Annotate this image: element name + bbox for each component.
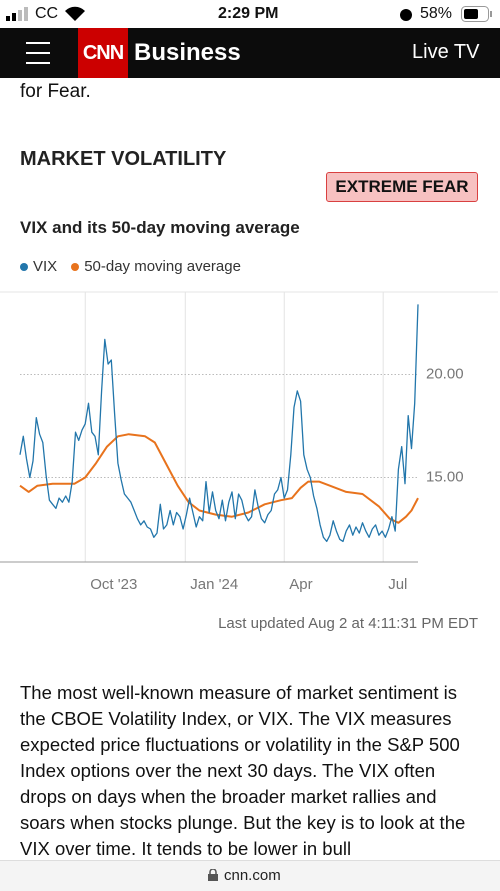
series-line [19, 433, 419, 524]
legend-label: VIX [33, 258, 58, 275]
legend-swatch [20, 262, 28, 271]
live-tv-link[interactable]: Live TV [412, 41, 480, 63]
cnn-logo[interactable]: CNN [78, 28, 128, 78]
url: cnn.com [224, 867, 281, 884]
intro-text: for Fear. [20, 81, 91, 102]
chart: Oct '23 Jan '24 Apr Jul 15.00 20.00 [0, 291, 498, 593]
last-updated: Last updated Aug 2 at 4:11:31 PM EDT [218, 615, 478, 632]
status-bar: CC 2:29 PM 58% [0, 0, 500, 28]
url-bar: cnn.com [0, 860, 500, 891]
fear-badge: EXTREME FEAR [326, 172, 478, 202]
wifi-icon [65, 6, 85, 21]
legend-item[interactable]: 50-day moving average [71, 258, 241, 275]
section-name[interactable]: Business [134, 39, 241, 66]
x-tick-label: Oct '23 [90, 576, 137, 593]
x-tick-label: Jul [388, 576, 407, 593]
legend-label: 50-day moving average [84, 258, 241, 275]
nav-bar: CNN Business Live TV [0, 28, 500, 78]
section-title: MARKET VOLATILITY [20, 148, 227, 170]
clock: 2:29 PM [218, 5, 279, 22]
x-tick-label: Apr [289, 576, 312, 593]
legend-swatch [71, 262, 80, 271]
battery-icon [461, 6, 492, 22]
menu-button[interactable] [26, 42, 50, 64]
carrier: CC [35, 5, 59, 22]
chart-title: VIX and its 50-day moving average [20, 218, 300, 237]
alarm-icon [400, 9, 412, 21]
battery-level: 58% [420, 5, 453, 22]
series-line [19, 304, 419, 543]
legend-item[interactable]: VIX [20, 258, 57, 275]
legend: VIX 50-day moving average [20, 258, 241, 275]
article-paragraph: The most well-known measure of market se… [20, 682, 466, 859]
y-tick-label: 15.00 [426, 468, 464, 485]
y-tick-label: 20.00 [426, 365, 464, 382]
x-tick-label: Jan '24 [190, 576, 238, 593]
lock-icon [208, 869, 218, 881]
signal-icon [6, 7, 28, 21]
